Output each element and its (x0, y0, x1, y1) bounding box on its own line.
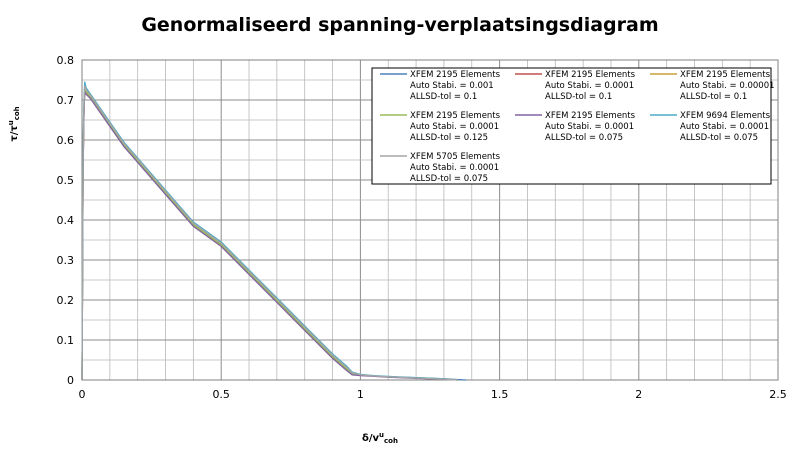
legend-entry-text: XFEM 2195 Elements (680, 70, 771, 80)
legend-entry-text: XFEM 5705 Elements (410, 152, 501, 162)
y-axis-label-main: τ/τ (9, 125, 20, 142)
legend-box (371, 67, 772, 185)
x-tick-label: 0.5 (212, 388, 230, 401)
y-tick-label: 0.2 (57, 294, 75, 307)
tick-labels: 0 0.5 1 1.5 2 2.5 0 0.1 0.2 0.3 0.4 0.5 0.6 0.7 0.8 (57, 54, 787, 401)
legend-entry-text: ALLSD-tol = 0.1 (545, 92, 612, 102)
x-tick-label: 1 (357, 388, 364, 401)
legend-entry-text: Auto Stabi. = 0.001 (410, 81, 494, 91)
y-axis-label-sup: u (7, 120, 15, 125)
legend-entry-text: ALLSD-tol = 0.075 (545, 133, 623, 143)
legend-entry-text: ALLSD-tol = 0.075 (680, 133, 758, 143)
y-tick-label: 0.7 (57, 94, 75, 107)
x-tick-label: 1.5 (491, 388, 509, 401)
x-tick-label: 0 (79, 388, 86, 401)
legend-entry-text: XFEM 2195 Elements (410, 111, 501, 121)
legend-entry-text: XFEM 2195 Elements (410, 70, 501, 80)
legend-entry-text: Auto Stabi. = 0.0001 (410, 163, 499, 173)
legend-entry-text: Auto Stabi. = 0.00001 (680, 81, 775, 91)
legend-entry-text: XFEM 2195 Elements (545, 70, 636, 80)
chart-title: Genormaliseerd spanning-verplaatsingsdia… (141, 14, 658, 36)
legend-entry-text: XFEM 2195 Elements (545, 111, 636, 121)
x-tick-label: 2.5 (769, 388, 787, 401)
y-tick-label: 0.6 (57, 134, 75, 147)
y-tick-label: 0 (67, 374, 74, 387)
x-tick-label: 2 (635, 388, 642, 401)
x-axis-label-main: δ/v (362, 433, 380, 444)
y-axis-label: τ/τucoh (7, 106, 21, 141)
legend-entry-text: Auto Stabi. = 0.0001 (680, 122, 769, 132)
legend-entry-text: Auto Stabi. = 0.0001 (545, 81, 634, 91)
y-axis-label-sub: coh (13, 106, 21, 120)
series-line-7 (81, 85, 458, 381)
x-axis-label: δ/vucoh (362, 431, 398, 445)
y-tick-label: 0.4 (57, 214, 75, 227)
x-axis-label-sub: coh (384, 437, 398, 445)
y-tick-label: 0.8 (57, 54, 75, 67)
legend-entry-text: XFEM 9694 Elements (680, 111, 771, 121)
legend-entry-text: Auto Stabi. = 0.0001 (410, 122, 499, 132)
legend-entry-text: ALLSD-tol = 0.125 (410, 133, 488, 143)
legend-entry-text: ALLSD-tol = 0.1 (410, 92, 477, 102)
legend-entry-text: Auto Stabi. = 0.0001 (545, 122, 634, 132)
y-tick-label: 0.5 (57, 174, 75, 187)
y-tick-label: 0.3 (57, 254, 75, 267)
y-tick-label: 0.1 (57, 334, 75, 347)
legend-entry-text: ALLSD-tol = 0.1 (680, 92, 747, 102)
x-axis-label-sup: u (379, 431, 384, 439)
series-group (81, 81, 467, 381)
legend-entry-text: ALLSD-tol = 0.075 (410, 174, 488, 184)
plot-area (81, 59, 779, 381)
